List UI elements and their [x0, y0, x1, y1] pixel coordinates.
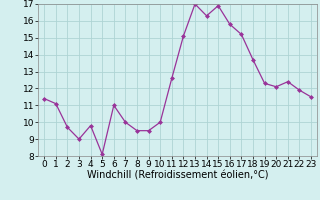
X-axis label: Windchill (Refroidissement éolien,°C): Windchill (Refroidissement éolien,°C): [87, 171, 268, 181]
